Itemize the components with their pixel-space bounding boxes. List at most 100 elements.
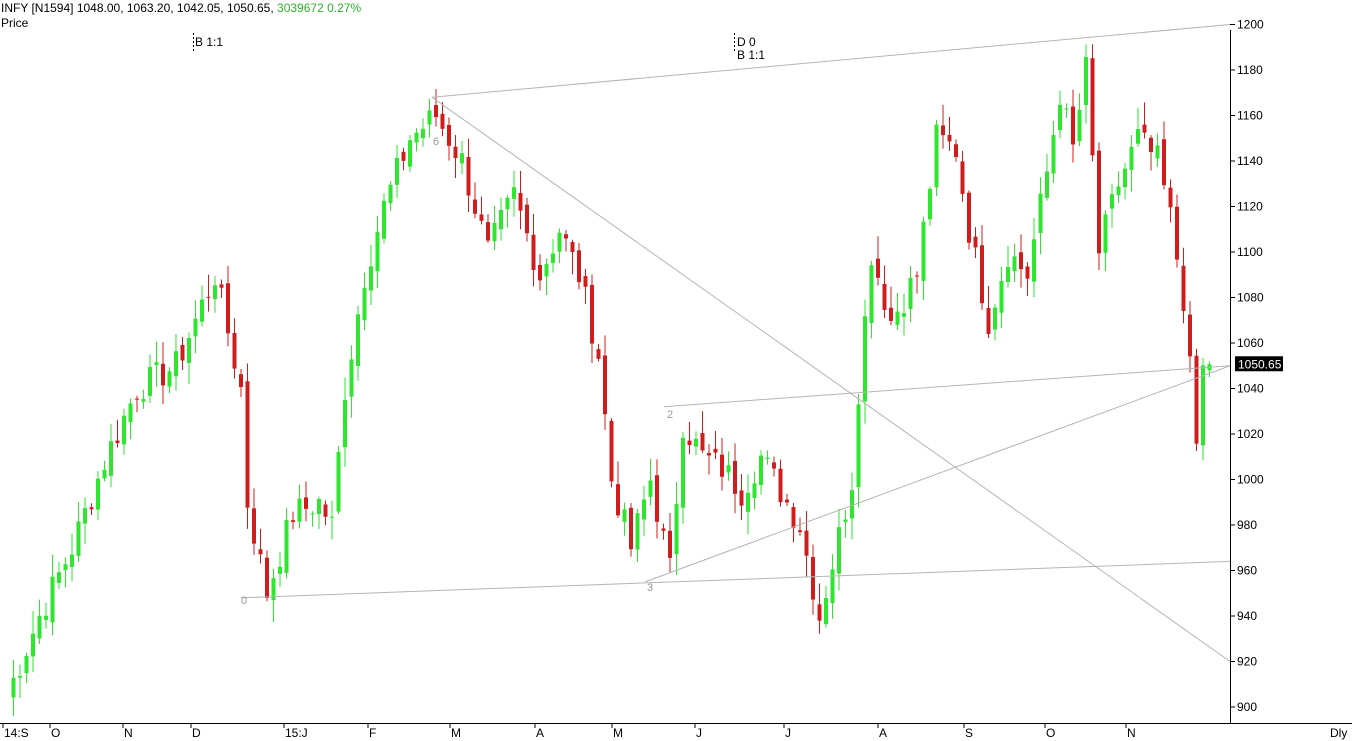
candle-body[interactable]	[460, 153, 464, 164]
candle-body[interactable]	[1032, 239, 1036, 282]
candle-body[interactable]	[1103, 214, 1108, 253]
candle-body[interactable]	[609, 420, 614, 482]
candle-body[interactable]	[180, 344, 185, 361]
candle-body[interactable]	[239, 374, 243, 388]
candle-body[interactable]	[1194, 355, 1199, 444]
candle-body[interactable]	[96, 478, 100, 510]
candle-body[interactable]	[1019, 252, 1023, 270]
candle-body[interactable]	[921, 221, 926, 281]
candle-body[interactable]	[343, 400, 347, 448]
candle-body[interactable]	[531, 234, 536, 271]
candle-body[interactable]	[1084, 57, 1088, 105]
candle-body[interactable]	[583, 276, 588, 287]
candle-body[interactable]	[232, 332, 237, 369]
candle-body[interactable]	[752, 483, 757, 499]
candle-body[interactable]	[986, 308, 991, 334]
candle-body[interactable]	[512, 187, 516, 199]
candle-body[interactable]	[1077, 109, 1082, 142]
candle-body[interactable]	[1155, 145, 1160, 159]
candle-body[interactable]	[382, 200, 386, 239]
candle-body[interactable]	[323, 504, 328, 517]
candle-body[interactable]	[596, 349, 601, 359]
candle-body[interactable]	[128, 403, 133, 423]
candle-body[interactable]	[1006, 266, 1010, 282]
candle-body[interactable]	[1058, 104, 1062, 131]
candle-body[interactable]	[538, 264, 542, 281]
candle-body[interactable]	[564, 234, 568, 239]
candle-body[interactable]	[395, 157, 399, 185]
trendline[interactable]	[240, 560, 1231, 599]
candle-body[interactable]	[655, 475, 659, 522]
candle-body[interactable]	[954, 144, 958, 158]
candle-body[interactable]	[1071, 106, 1075, 145]
candle-body[interactable]	[362, 287, 367, 321]
candle-body[interactable]	[479, 214, 484, 221]
candle-body[interactable]	[791, 507, 796, 528]
candle-body[interactable]	[1025, 266, 1030, 279]
trendline[interactable]	[431, 24, 1231, 98]
candle-body[interactable]	[908, 277, 913, 310]
candle-body[interactable]	[726, 465, 731, 473]
candle-body[interactable]	[811, 557, 815, 600]
candle-body[interactable]	[765, 457, 770, 459]
candle-body[interactable]	[544, 264, 549, 277]
candle-body[interactable]	[843, 519, 848, 523]
candle-body[interactable]	[1038, 193, 1043, 233]
candle-body[interactable]	[1123, 168, 1127, 188]
candle-body[interactable]	[271, 578, 276, 600]
candle-body[interactable]	[421, 128, 425, 139]
candle-body[interactable]	[154, 362, 159, 366]
candle-body[interactable]	[713, 448, 718, 453]
candle-body[interactable]	[401, 151, 406, 161]
candle-body[interactable]	[1136, 129, 1140, 144]
candle-body[interactable]	[226, 283, 230, 334]
candle-body[interactable]	[876, 258, 880, 278]
candle-body[interactable]	[759, 455, 763, 486]
candle-body[interactable]	[882, 283, 887, 310]
candle-body[interactable]	[349, 359, 354, 397]
candle-body[interactable]	[642, 499, 646, 520]
candle-body[interactable]	[798, 530, 802, 533]
candle-body[interactable]	[102, 469, 107, 479]
candle-body[interactable]	[902, 313, 906, 317]
candle-body[interactable]	[707, 452, 711, 456]
candle-body[interactable]	[1201, 365, 1205, 446]
candle-body[interactable]	[1142, 124, 1147, 133]
candle-body[interactable]	[551, 253, 555, 264]
candle-body[interactable]	[50, 576, 55, 623]
candle-body[interactable]	[297, 498, 302, 522]
candle-body[interactable]	[999, 280, 1004, 313]
candle-body[interactable]	[330, 516, 334, 518]
candle-body[interactable]	[603, 355, 607, 415]
candle-body[interactable]	[440, 113, 445, 129]
candle-body[interactable]	[915, 275, 919, 277]
candle-body[interactable]	[219, 284, 224, 288]
candle-body[interactable]	[895, 311, 900, 325]
candle-body[interactable]	[31, 633, 35, 657]
candle-body[interactable]	[310, 513, 315, 515]
candle-body[interactable]	[863, 316, 867, 402]
candle-body[interactable]	[18, 676, 22, 678]
candle-body[interactable]	[1181, 265, 1186, 312]
candle-body[interactable]	[700, 433, 705, 451]
candle-body[interactable]	[44, 615, 48, 620]
candle-body[interactable]	[518, 192, 523, 211]
candle-body[interactable]	[947, 134, 952, 142]
candle-body[interactable]	[1116, 186, 1121, 196]
candle-body[interactable]	[681, 437, 685, 508]
candle-body[interactable]	[414, 132, 419, 143]
candle-body[interactable]	[174, 351, 178, 377]
candle-body[interactable]	[427, 110, 432, 125]
candle-body[interactable]	[967, 192, 971, 243]
candle-body[interactable]	[973, 236, 978, 248]
candle-body[interactable]	[213, 285, 217, 300]
candle-body[interactable]	[622, 509, 627, 522]
candle-body[interactable]	[635, 513, 640, 550]
candle-body[interactable]	[674, 504, 679, 555]
candle-body[interactable]	[356, 314, 360, 366]
candle-body[interactable]	[167, 371, 172, 387]
candle-body[interactable]	[304, 497, 308, 509]
candle-body[interactable]	[668, 530, 672, 558]
candle-body[interactable]	[187, 337, 191, 363]
